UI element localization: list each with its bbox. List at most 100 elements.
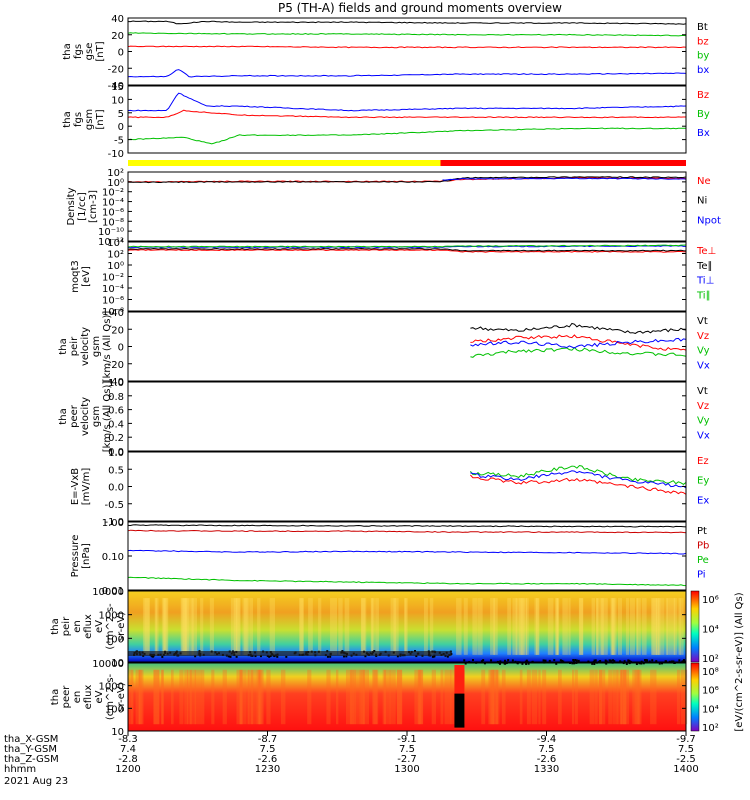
x-tick-label: 1300: [394, 764, 419, 775]
spectrogram-point: [285, 655, 288, 658]
x-tick-label: 1330: [534, 764, 559, 775]
panel-9: 10000 1000 100 10 thapeerenefluxeV(cm^2-s-sr…: [50, 659, 688, 738]
y-tick-label: 10000: [92, 587, 124, 598]
y-axis-label: thapeirenefluxeV(cm^2-s-sr-eV): [50, 603, 127, 650]
spectrogram-point: [415, 655, 418, 658]
spectrogram-streak: [490, 598, 495, 655]
spectrogram-streak: [144, 598, 150, 655]
spectrogram-streak: [679, 598, 684, 655]
spectrogram-streak: [370, 598, 374, 655]
x-tick-label: -2.8: [118, 754, 138, 765]
spectrogram-streak: [601, 598, 608, 655]
spectrogram-streak: [135, 669, 141, 725]
spectrogram-point: [496, 660, 499, 663]
spectrogram-point: [518, 661, 521, 664]
panel-frame: [127, 590, 687, 663]
spectrogram-streak: [128, 669, 133, 725]
spectrogram-streak: [390, 598, 397, 655]
spectrogram-streak: [372, 669, 379, 725]
spectrogram-point: [645, 660, 648, 663]
panel-6: Ez Ey Ex 1.0 0.5 0.0 -0.5 -1.0 E=-VxB[mV/m]: [70, 448, 709, 528]
panel-frame: [127, 171, 687, 242]
spectrogram-streak: [472, 598, 478, 655]
spectrogram-point: [641, 661, 644, 664]
spectrogram-streak: [201, 669, 205, 725]
legend-label: Vt: [697, 386, 708, 397]
y-tick-label: 10⁻⁴: [102, 198, 124, 209]
spectrogram-streak: [184, 598, 191, 655]
spectrogram-streak: [493, 598, 498, 655]
spectrogram-point: [548, 659, 551, 662]
spectrogram-streak: [298, 598, 304, 655]
spectrogram-point: [681, 660, 684, 663]
panel-frame: [127, 451, 687, 522]
y-tick-label: 10⁻¹²: [98, 237, 124, 248]
spectrogram-point: [672, 660, 675, 663]
y-tick-label: 5: [118, 109, 124, 120]
spectrogram-point: [525, 659, 528, 662]
legend-label: Vy: [697, 416, 710, 427]
y-tick-label: 20: [111, 31, 124, 42]
spectrogram-streak: [622, 669, 630, 725]
x-axis-labels: tha_X-GSM -8.3 -8.7 -9.1 -9.4 -9.7 tha_Y-GSM 7.…: [4, 731, 699, 787]
spectrogram-streak: [515, 598, 523, 655]
spectrogram-point: [527, 661, 530, 664]
spectrogram-streak: [669, 598, 676, 655]
series-line-Pt: [127, 524, 687, 528]
y-tick-label: 0: [118, 343, 124, 354]
spectrogram-point: [567, 661, 570, 664]
spectrogram-streak: [161, 598, 166, 655]
panel-frame: [127, 311, 687, 382]
spectrogram-streak: [572, 669, 575, 725]
spectrogram-streak: [417, 669, 420, 725]
spectrogram-streak: [578, 598, 584, 655]
y-tick-label: 0.01: [102, 586, 124, 597]
spectrogram-streak: [641, 598, 647, 655]
y-tick-label: 20: [111, 325, 124, 336]
spectrogram-streak: [652, 598, 659, 655]
series-line-Ez: [470, 474, 687, 495]
legend-label: Ex: [697, 495, 709, 506]
spectrogram-point: [629, 661, 632, 664]
spectrogram-streak: [154, 669, 160, 725]
spectrogram-point: [229, 655, 232, 658]
spectrogram-point: [480, 660, 483, 663]
x-tick-label: 7.4: [120, 744, 136, 755]
x-tick-label: -2.6: [537, 754, 557, 765]
spectrogram-streak: [180, 598, 187, 655]
x-tick-label: 1200: [115, 764, 140, 775]
y-tick-label: 10⁰: [107, 261, 124, 272]
spectrogram-streak: [187, 669, 192, 725]
legend-label: Pb: [697, 541, 709, 552]
spectrogram-point: [499, 660, 502, 663]
spectrogram-streak: [308, 598, 313, 655]
colorbar-label: [eV/(cm^2-s-sr-eV)] (All Qs): [734, 592, 745, 731]
legend-label: Vx: [697, 360, 710, 371]
spectrogram-point: [625, 662, 628, 665]
y-tick-label: 10⁰: [107, 178, 124, 189]
series-line-Bz: [127, 109, 686, 119]
spectrogram-point: [561, 661, 564, 664]
spectrogram-streak: [429, 598, 434, 655]
y-tick-label: 1000: [99, 611, 124, 622]
spectrogram-streak: [383, 669, 391, 725]
spectrogram-streak: [496, 669, 500, 725]
spectrogram-point: [559, 659, 562, 662]
spectrogram-point: [511, 659, 514, 662]
x-tick-label: -9.7: [676, 734, 696, 745]
spectrogram-streak: [501, 669, 506, 725]
y-tick-label: 10⁻⁸: [102, 307, 124, 318]
series-line-Pb: [127, 529, 687, 534]
spectrogram-streak: [248, 669, 254, 725]
colorbar-tick-label: 10⁴: [702, 625, 719, 636]
spectrogram-point: [655, 660, 658, 663]
spectrogram-streak: [181, 598, 188, 655]
x-tick-label: -8.7: [258, 734, 278, 745]
spectrogram-streak: [375, 598, 379, 655]
spectrogram-point: [587, 660, 590, 663]
y-tick-label: 0.0: [108, 447, 124, 458]
spectrogram-streak: [665, 598, 668, 655]
spectrogram-streak: [418, 669, 424, 725]
spectrogram-point: [521, 662, 524, 665]
